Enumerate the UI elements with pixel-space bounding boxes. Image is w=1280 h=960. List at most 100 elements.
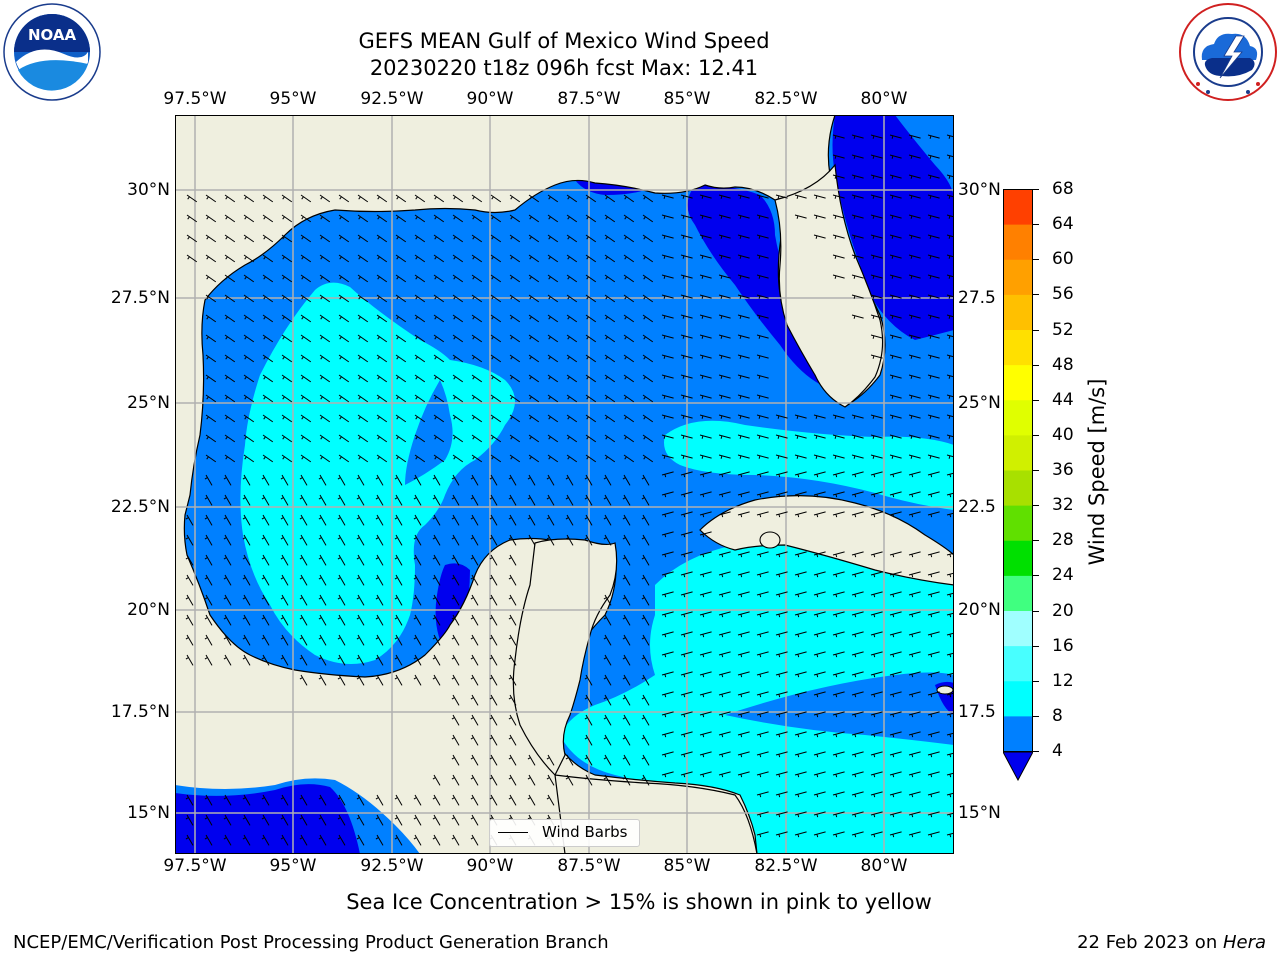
wind-barb	[338, 274, 350, 283]
wind-barb-flag	[891, 455, 894, 459]
wind-barb-flag	[892, 654, 895, 658]
wind-barb-flag	[261, 577, 265, 580]
wind-barb	[509, 654, 517, 666]
wind-barb-flag	[529, 236, 532, 240]
wind-barb	[452, 814, 460, 826]
wind-barb	[452, 554, 460, 566]
wind-barb	[281, 334, 293, 343]
wind-barb-flag	[701, 275, 704, 279]
wind-barb	[604, 734, 612, 746]
sea-ice-note-text: Sea Ice Concentration > 15% is shown in …	[346, 890, 932, 914]
wind-barb	[281, 414, 293, 423]
wind-barb-flag	[396, 216, 399, 220]
wind-barb	[395, 374, 407, 383]
wind-barb	[338, 654, 346, 666]
wind-barb	[452, 734, 460, 746]
wind-barb	[737, 314, 750, 319]
wind-barb-flag	[930, 794, 933, 798]
lat-label-right: 27.5	[958, 288, 996, 308]
wind-barb	[319, 814, 327, 826]
wind-barb-flag	[510, 256, 513, 260]
wind-barb-flag	[854, 754, 857, 758]
wind-barb-flag	[663, 375, 666, 379]
wind-barb-flag	[683, 674, 686, 678]
wind-barb	[870, 651, 883, 656]
wind-barb-flag	[489, 677, 493, 680]
wind-barb	[186, 534, 194, 546]
colorbar-tick-label: 56	[1052, 284, 1074, 305]
wind-barb	[566, 754, 574, 766]
wind-barb	[718, 334, 731, 339]
wind-barb-flag	[510, 376, 513, 380]
wind-barb	[376, 814, 384, 826]
land-yucatan	[512, 538, 618, 777]
wind-barb	[585, 434, 597, 443]
wind-barb	[281, 634, 289, 646]
wind-barb-flag	[911, 834, 914, 838]
wind-barb-flag	[702, 534, 705, 538]
wind-barb	[642, 534, 650, 546]
wind-barb-flag	[489, 797, 493, 800]
wind-barb-flag	[415, 216, 418, 220]
wind-barb-flag	[854, 774, 857, 778]
lat-label-right: 15°N	[958, 803, 1001, 823]
wind-barb	[224, 414, 236, 423]
wind-barb	[585, 194, 597, 203]
wind-barb-flag	[206, 236, 209, 240]
wind-barb	[528, 394, 540, 403]
wind-barb-flag	[282, 256, 285, 260]
wind-barb	[737, 374, 750, 379]
wind-barb-flag	[796, 435, 799, 439]
wind-barb	[794, 651, 807, 656]
wind-barb	[813, 471, 826, 476]
wind-barb-flag	[396, 316, 399, 320]
wind-barb	[870, 731, 883, 736]
wind-barb	[224, 454, 236, 463]
noaa-logo-text: NOAA	[28, 26, 77, 44]
wind-barb	[775, 454, 788, 459]
colorbar-tick-mark	[1033, 645, 1039, 647]
wind-barb	[490, 334, 502, 343]
wind-barb-flag	[434, 236, 437, 240]
lon-label-bottom: 80°W	[860, 856, 908, 876]
wind-barb	[433, 494, 441, 506]
wind-barb-flag	[910, 375, 913, 379]
wind-barb-flag	[872, 155, 875, 159]
wind-barb	[262, 374, 274, 383]
wind-barb-flag	[375, 537, 379, 540]
wind-barb	[661, 354, 674, 359]
wind-barb	[718, 414, 731, 419]
wind-barb	[699, 334, 712, 339]
wind-barb-flag	[586, 296, 589, 300]
wind-barb-flag	[508, 517, 512, 520]
wind-barb-flag	[244, 296, 247, 300]
wind-barb-flag	[872, 355, 875, 359]
wind-barb-flag	[721, 554, 724, 558]
wind-barb	[756, 434, 769, 439]
wind-barb	[357, 234, 369, 243]
wind-barb-flag	[375, 637, 379, 640]
wind-barb	[680, 314, 693, 319]
wind-barb	[566, 234, 578, 243]
wind-barb-flag	[413, 797, 417, 800]
wind-barb	[889, 274, 902, 279]
wind-barb	[395, 214, 407, 223]
wind-barb-flag	[584, 677, 588, 680]
wind-barb-flag	[508, 697, 512, 700]
wind-barb-flag	[721, 754, 724, 758]
wind-barb	[262, 574, 270, 586]
wind-barb	[775, 511, 788, 516]
wind-barb-flag	[835, 794, 838, 798]
wind-barb-flag	[548, 376, 551, 380]
wind-barb	[680, 214, 693, 219]
wind-barb	[661, 711, 674, 716]
wind-barb	[927, 354, 940, 359]
wind-barb	[395, 474, 403, 486]
wind-barb-flag	[375, 477, 379, 480]
wind-barb	[490, 594, 498, 606]
wind-barb-flag	[320, 456, 323, 460]
wind-barb-flag	[510, 416, 513, 420]
wind-barb	[566, 394, 578, 403]
wind-barb-flag	[683, 554, 686, 558]
wind-barb-flag	[641, 737, 645, 740]
